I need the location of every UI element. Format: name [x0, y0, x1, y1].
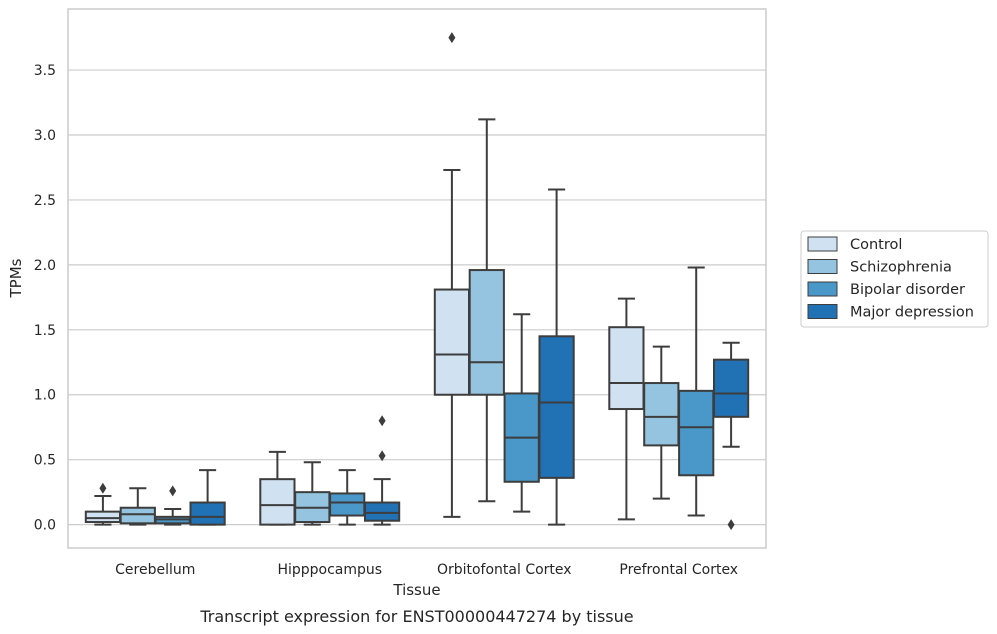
outlier-point — [727, 519, 735, 531]
box-bipolar-disorder — [154, 485, 191, 526]
box-schizophrenia — [119, 487, 156, 526]
box-schizophrenia — [468, 118, 505, 503]
iqr-box — [433, 288, 471, 396]
legend-label: Schizophrenia — [850, 260, 952, 276]
x-tick-label: Orbitofontal Cortex — [437, 562, 572, 578]
legend-frame — [800, 230, 989, 328]
iqr-box — [84, 510, 122, 524]
legend: Control Schizophrenia Bipolar disorder Majo… — [800, 230, 989, 328]
y-tick-label: 2.0 — [34, 258, 56, 274]
box-schizophrenia — [643, 345, 680, 500]
legend-swatch — [807, 281, 838, 297]
box-bipolar-disorder — [503, 313, 540, 513]
iqr-box — [468, 269, 505, 396]
legend-label: Bipolar disorder — [850, 282, 965, 298]
boxes-layer — [84, 32, 750, 531]
y-tick-label: 2.5 — [34, 193, 56, 209]
chart-caption: Transcript expression for ENST0000044727… — [199, 607, 633, 626]
iqr-box — [538, 335, 575, 479]
box-control — [608, 297, 645, 521]
box-schizophrenia — [294, 461, 331, 526]
box-major-depression — [712, 341, 750, 531]
iqr-box — [712, 358, 750, 418]
outlier-point — [169, 485, 177, 497]
y-tick-label: 1.5 — [34, 323, 56, 339]
box-major-depression — [189, 469, 226, 526]
legend-label: Control — [850, 237, 902, 253]
box-control — [259, 450, 296, 526]
iqr-box — [678, 389, 715, 477]
iqr-box — [363, 501, 401, 522]
box-control — [84, 482, 122, 526]
legend-swatch — [807, 304, 838, 319]
outlier-point — [448, 32, 456, 44]
outlier-point — [378, 415, 386, 427]
y-tick-label: 1.0 — [34, 388, 56, 404]
y-tick-label: 3.0 — [34, 128, 56, 144]
y-tick-labels: 0.0 0.5 1.0 1.5 2.0 2.5 3.0 3.5 — [34, 63, 56, 534]
box-major-depression — [538, 188, 575, 526]
x-tick-label: Prefrontal Cortex — [619, 562, 738, 578]
outlier-point — [99, 482, 107, 494]
iqr-box — [329, 492, 366, 517]
x-axis-label: Tissue — [392, 581, 440, 599]
legend-swatch — [807, 236, 838, 252]
y-axis-label: TPMs — [7, 258, 25, 298]
x-tick-label: Hipppocampus — [277, 562, 382, 578]
plot-frame — [67, 8, 767, 549]
x-tick-label: Cerebellum — [115, 562, 195, 578]
box-bipolar-disorder — [329, 469, 366, 526]
box-bipolar-disorder — [678, 266, 715, 517]
x-tick-labels: Cerebellum Hipppocampus Orbitofontal Corte… — [115, 562, 738, 578]
iqr-box — [259, 478, 296, 526]
legend-swatch — [807, 259, 838, 274]
y-tick-label: 3.5 — [34, 63, 56, 79]
iqr-box — [119, 506, 156, 525]
iqr-box — [189, 501, 226, 526]
box-major-depression — [363, 415, 401, 526]
iqr-box — [608, 326, 645, 411]
legend-label: Major depression — [850, 305, 974, 321]
box-control — [433, 32, 471, 518]
y-tick-label: 0.5 — [34, 453, 56, 469]
grid-lines — [68, 69, 766, 526]
legend-items: Control Schizophrenia Bipolar disorder Majo… — [807, 236, 974, 321]
y-tick-label: 0.0 — [34, 518, 56, 534]
outlier-point — [378, 450, 386, 462]
iqr-box — [643, 382, 680, 447]
